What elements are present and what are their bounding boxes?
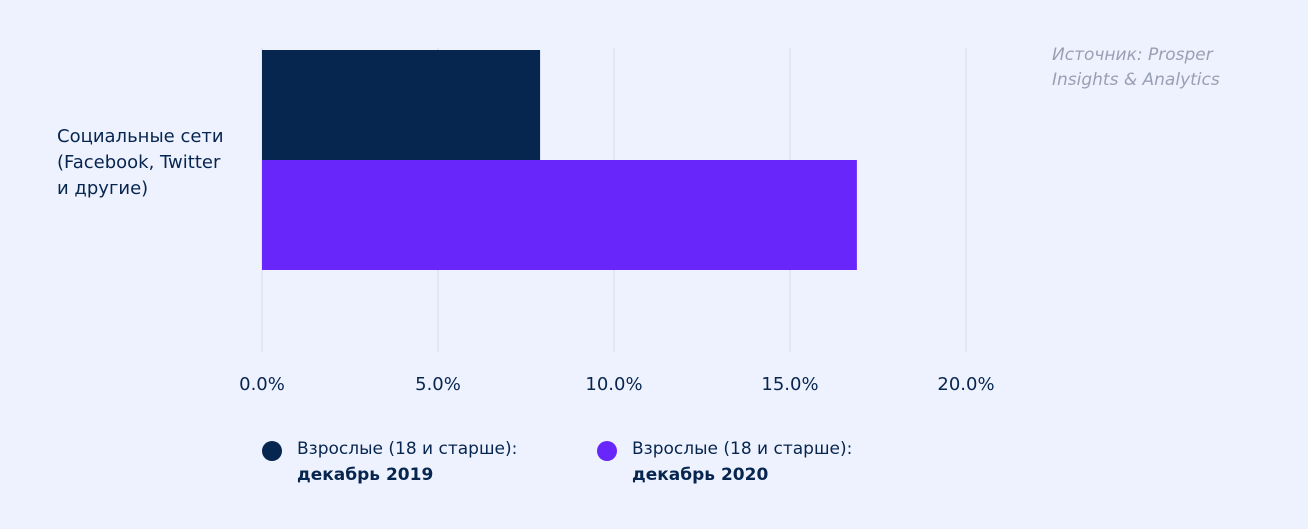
x-tick-label: 15.0%: [761, 374, 818, 395]
legend-label-bold: декабрь 2020: [632, 465, 769, 485]
bar-2019: [262, 50, 541, 161]
legend-item-2020: Взрослые (18 и старше): декабрь 2020: [597, 436, 852, 488]
x-tick-label: 5.0%: [415, 374, 461, 395]
source-annotation: Источник: Prosper Insights & Analytics: [1052, 45, 1220, 90]
legend-item-2019: Взрослые (18 и старше): декабрь 2019: [262, 436, 517, 488]
legend-swatch-2019: [262, 441, 282, 461]
legend-label-bold: декабрь 2019: [297, 465, 434, 485]
legend-label: Взрослые (18 и старше):: [297, 439, 518, 459]
legend-label: Взрослые (18 и старше):: [632, 439, 853, 459]
legend-swatch-2020: [597, 441, 617, 461]
x-tick-label: 10.0%: [585, 374, 642, 395]
x-tick-label: 0.0%: [239, 374, 285, 395]
category-label: Социальные сети (Facebook, Twitter и дру…: [57, 126, 224, 199]
bar-2020: [262, 160, 857, 270]
x-tick-label: 20.0%: [937, 374, 994, 395]
